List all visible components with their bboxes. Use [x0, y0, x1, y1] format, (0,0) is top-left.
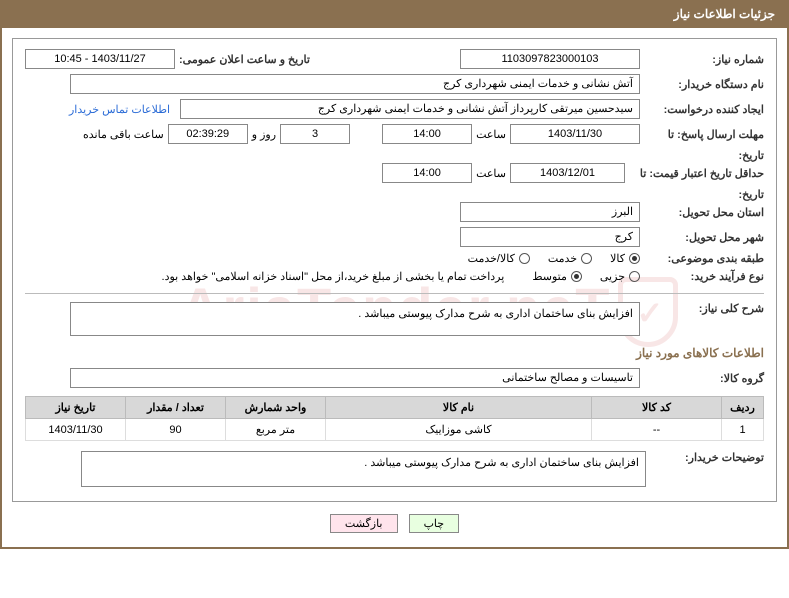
- radio-icon: [629, 271, 640, 282]
- process-label: نوع فرآیند خرید:: [644, 270, 764, 283]
- row-buyer-org: نام دستگاه خریدار: آتش نشانی و خدمات ایم…: [25, 74, 764, 94]
- page-title: جزئیات اطلاعات نیاز: [674, 7, 775, 21]
- desc-label: شرح کلی نیاز:: [644, 302, 764, 315]
- explain-textarea[interactable]: افزایش بنای ساختمان اداری به شرح مدارک پ…: [81, 451, 646, 487]
- th-unit: واحد شمارش: [226, 397, 326, 419]
- divider-1: [25, 293, 764, 294]
- cell-qty: 90: [126, 419, 226, 441]
- th-row: ردیف: [722, 397, 764, 419]
- radio-goods[interactable]: کالا: [610, 252, 640, 265]
- date-word-1: تاریخ:: [729, 149, 764, 162]
- province-label: استان محل تحویل:: [644, 206, 764, 219]
- buyer-contact-link[interactable]: اطلاعات تماس خریدار: [69, 103, 170, 116]
- buyer-org-label: نام دستگاه خریدار:: [644, 78, 764, 91]
- radio-medium[interactable]: متوسط: [532, 270, 582, 283]
- row-explanation: توضیحات خریدار: افزایش بنای ساختمان ادار…: [25, 451, 764, 487]
- row-validity: حداقل تاریخ اعتبار قیمت: تا 1403/12/01 س…: [25, 163, 764, 183]
- city-label: شهر محل تحویل:: [644, 231, 764, 244]
- row-category: طبقه بندی موضوعی: کالا خدمت کالا/خدمت: [25, 252, 764, 265]
- main-frame: شماره نیاز: 1103097823000103 تاریخ و ساع…: [0, 28, 789, 549]
- print-button[interactable]: چاپ: [409, 514, 460, 533]
- details-card: شماره نیاز: 1103097823000103 تاریخ و ساع…: [12, 38, 777, 502]
- validity-time-field[interactable]: 14:00: [382, 163, 472, 183]
- days-field[interactable]: 3: [280, 124, 350, 144]
- group-field[interactable]: تاسیسات و مصالح ساختمانی: [70, 368, 640, 388]
- days-and-word: روز و: [252, 128, 276, 141]
- city-field[interactable]: کرج: [460, 227, 640, 247]
- remain-text: ساعت باقی مانده: [83, 128, 164, 141]
- date-word-2: تاریخ:: [729, 188, 764, 201]
- group-label: گروه کالا:: [644, 372, 764, 385]
- category-label: طبقه بندی موضوعی:: [644, 252, 764, 265]
- announce-label: تاریخ و ساعت اعلان عمومی:: [179, 53, 310, 66]
- row-validity-date-label: تاریخ:: [25, 188, 764, 201]
- row-city: شهر محل تحویل: کرج: [25, 227, 764, 247]
- deadline-label: مهلت ارسال پاسخ: تا: [644, 128, 764, 141]
- th-name: نام کالا: [326, 397, 592, 419]
- footer-buttons: چاپ بازگشت: [12, 514, 777, 533]
- th-code: کد کالا: [592, 397, 722, 419]
- requester-field[interactable]: سیدحسین میرتقی کارپرداز آتش نشانی و خدما…: [180, 99, 640, 119]
- validity-label: حداقل تاریخ اعتبار قیمت: تا: [629, 167, 764, 180]
- radio-small[interactable]: جزیی: [600, 270, 640, 283]
- back-button[interactable]: بازگشت: [330, 514, 398, 533]
- time-word-2: ساعت: [476, 167, 506, 180]
- row-requester: ایجاد کننده درخواست: سیدحسین میرتقی کارپ…: [25, 99, 764, 119]
- time-word-1: ساعت: [476, 128, 506, 141]
- row-group: گروه کالا: تاسیسات و مصالح ساختمانی: [25, 368, 764, 388]
- explain-label: توضیحات خریدار:: [654, 451, 764, 464]
- category-radios: کالا خدمت کالا/خدمت: [468, 252, 640, 265]
- table-row: 1 -- کاشی موزاییک متر مربع 90 1403/11/30: [26, 419, 764, 441]
- announce-field[interactable]: 1403/11/27 - 10:45: [25, 49, 175, 69]
- th-qty: تعداد / مقدار: [126, 397, 226, 419]
- cell-name: کاشی موزاییک: [326, 419, 592, 441]
- process-radios: جزیی متوسط: [532, 270, 640, 283]
- deadline-date-field[interactable]: 1403/11/30: [510, 124, 640, 144]
- buyer-org-field[interactable]: آتش نشانی و خدمات ایمنی شهرداری کرج: [70, 74, 640, 94]
- cell-code: --: [592, 419, 722, 441]
- page-header: جزئیات اطلاعات نیاز: [0, 0, 789, 28]
- row-process: نوع فرآیند خرید: جزیی متوسط پرداخت تمام …: [25, 270, 764, 283]
- deadline-time-field[interactable]: 14:00: [382, 124, 472, 144]
- table-header-row: ردیف کد کالا نام کالا واحد شمارش تعداد /…: [26, 397, 764, 419]
- need-no-field[interactable]: 1103097823000103: [460, 49, 640, 69]
- cell-date: 1403/11/30: [26, 419, 126, 441]
- goods-section-title: اطلاعات کالاهای مورد نیاز: [25, 346, 764, 360]
- row-description: شرح کلی نیاز: افزایش بنای ساختمان اداری …: [25, 302, 764, 336]
- radio-icon: [629, 253, 640, 264]
- cell-row: 1: [722, 419, 764, 441]
- goods-table: ردیف کد کالا نام کالا واحد شمارش تعداد /…: [25, 396, 764, 441]
- th-date: تاریخ نیاز: [26, 397, 126, 419]
- requester-label: ایجاد کننده درخواست:: [644, 103, 764, 116]
- cell-unit: متر مربع: [226, 419, 326, 441]
- row-deadline: مهلت ارسال پاسخ: تا 1403/11/30 ساعت 14:0…: [25, 124, 764, 144]
- radio-both[interactable]: کالا/خدمت: [468, 252, 530, 265]
- row-province: استان محل تحویل: البرز: [25, 202, 764, 222]
- radio-service[interactable]: خدمت: [548, 252, 592, 265]
- row-deadline-date-label: تاریخ:: [25, 149, 764, 162]
- row-need-number: شماره نیاز: 1103097823000103 تاریخ و ساع…: [25, 49, 764, 69]
- desc-textarea[interactable]: افزایش بنای ساختمان اداری به شرح مدارک پ…: [70, 302, 640, 336]
- province-field[interactable]: البرز: [460, 202, 640, 222]
- countdown-field[interactable]: 02:39:29: [168, 124, 248, 144]
- radio-icon: [581, 253, 592, 264]
- treasury-note: پرداخت تمام یا بخشی از مبلغ خرید،از محل …: [162, 270, 505, 283]
- radio-icon: [519, 253, 530, 264]
- radio-icon: [571, 271, 582, 282]
- need-no-label: شماره نیاز:: [644, 53, 764, 66]
- validity-date-field[interactable]: 1403/12/01: [510, 163, 625, 183]
